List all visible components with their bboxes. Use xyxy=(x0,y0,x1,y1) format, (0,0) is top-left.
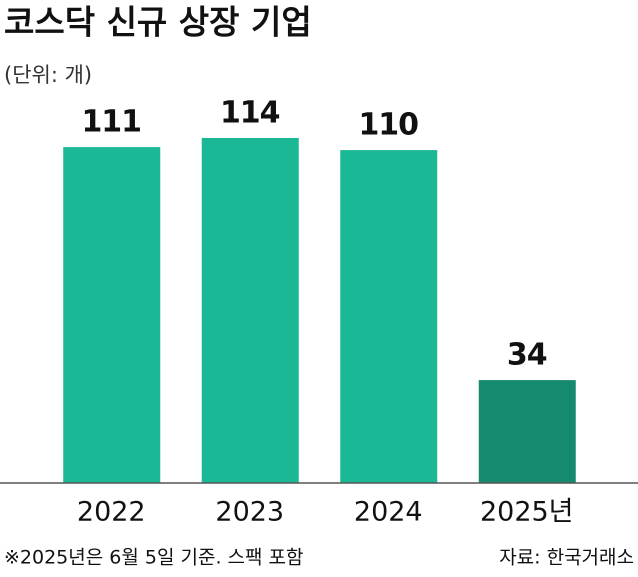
x-tick-label: 2022 xyxy=(77,497,146,528)
bar xyxy=(63,147,161,483)
x-tick-label: 2025년 xyxy=(480,497,574,528)
x-tick-label: 2023 xyxy=(215,497,284,528)
source: 자료: 한국거래소 xyxy=(499,547,634,569)
value-label: 34 xyxy=(507,338,547,373)
chart-title: 코스닥 신규 상장 기업 xyxy=(4,3,312,42)
chart-subtitle: (단위: 개) xyxy=(4,63,92,87)
bar xyxy=(201,138,299,483)
x-tick-label: 2024 xyxy=(354,497,423,528)
value-label: 111 xyxy=(81,105,141,140)
footnote: ※2025년은 6월 5일 기준. 스팩 포함 xyxy=(4,547,304,569)
bar xyxy=(478,380,576,483)
bar xyxy=(340,150,438,483)
value-label: 114 xyxy=(220,96,280,131)
value-label: 110 xyxy=(358,108,418,143)
